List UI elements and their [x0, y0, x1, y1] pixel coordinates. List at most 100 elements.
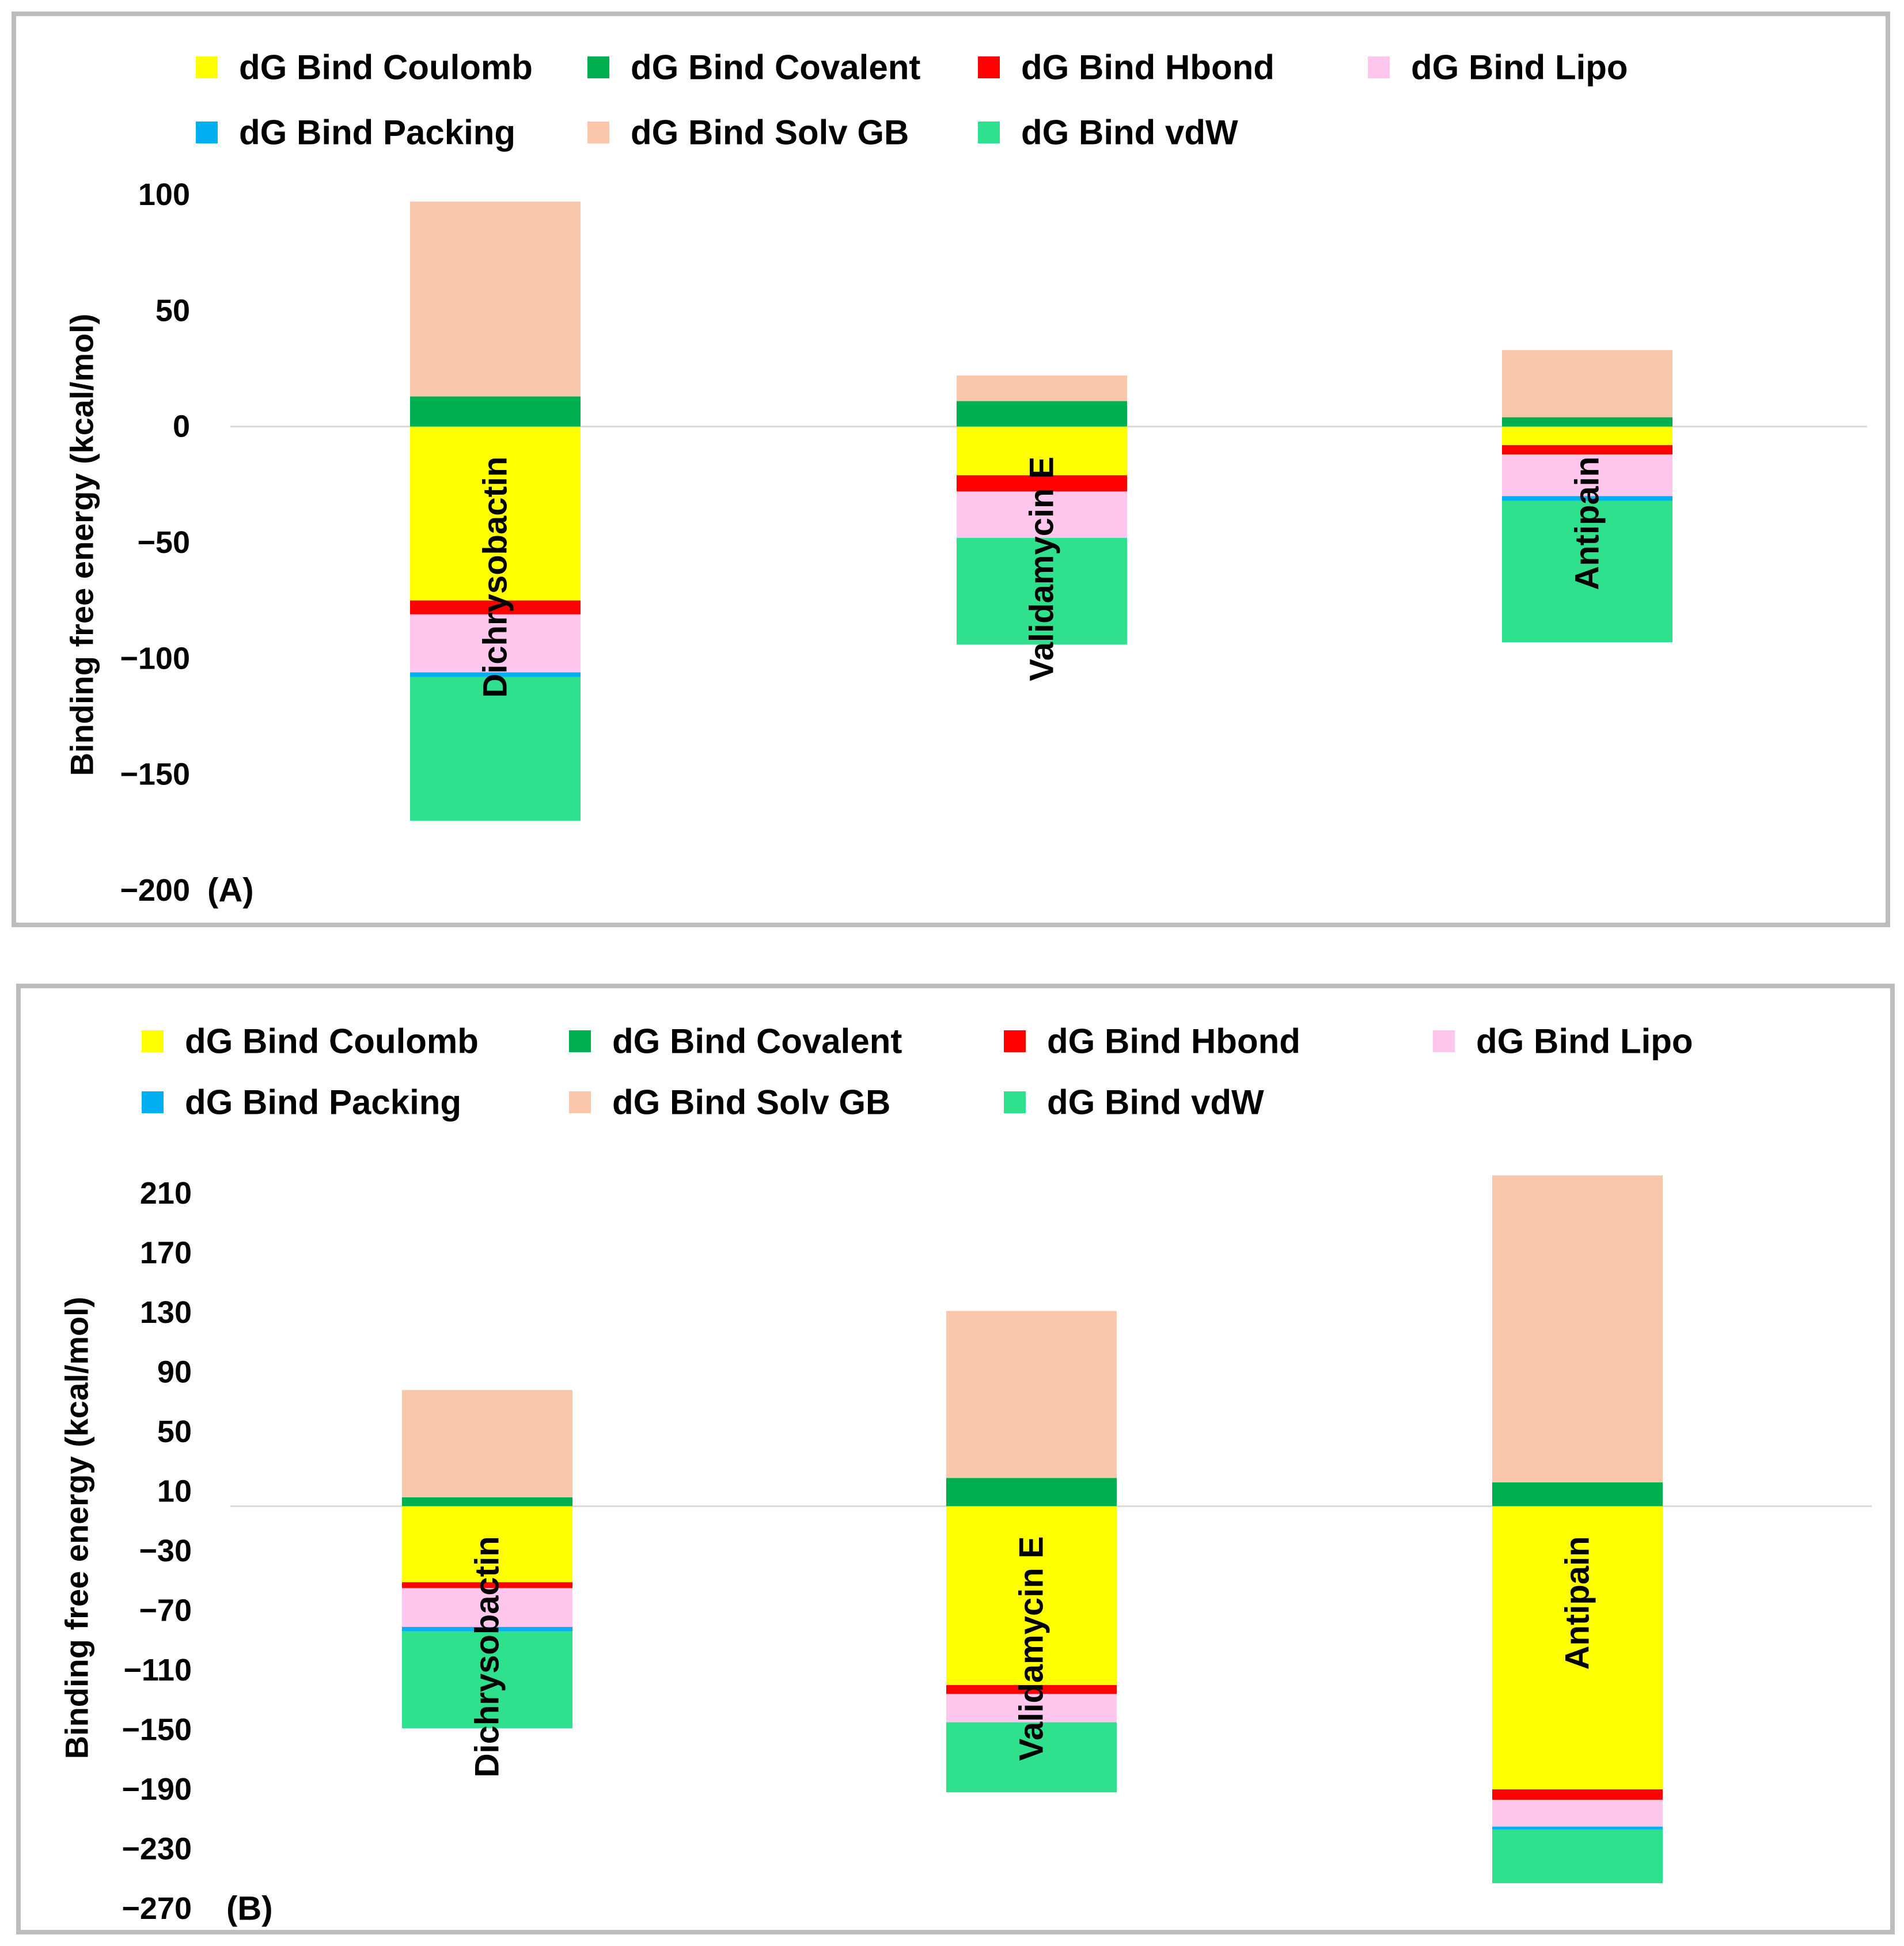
- category-label-antipain: Antipain: [1559, 1536, 1596, 1670]
- legend-swatch: [142, 1030, 164, 1052]
- bar-segment-validamycin-e-dg-bind-hbond: [957, 475, 1127, 492]
- bar-segment-antipain-dg-bind-covalent: [1492, 1482, 1663, 1507]
- legend-item-dg-bind-packing: dG Bind Packing: [196, 113, 515, 152]
- y-tick-label: 210: [140, 1176, 192, 1211]
- legend-label: dG Bind Covalent: [631, 48, 920, 87]
- bar-segment-dichrysobactin-dg-bind-vdw: [402, 1631, 572, 1728]
- legend-label: dG Bind Covalent: [612, 1022, 902, 1061]
- y-axis-label: Binding free energy (kcal/mol): [59, 1297, 95, 1759]
- legend-item-dg-bind-covalent: dG Bind Covalent: [587, 48, 920, 87]
- bar-segment-dichrysobactin-dg-bind-hbond: [402, 1582, 572, 1588]
- y-tick-label: 100: [138, 177, 190, 212]
- bar-segment-antipain-dg-bind-lipo: [1492, 1800, 1663, 1827]
- bar-segment-antipain-dg-bind-lipo: [1502, 454, 1672, 496]
- legend-item-dg-bind-hbond: dG Bind Hbond: [978, 48, 1275, 87]
- legend-swatch: [978, 56, 1000, 78]
- y-tick-label: 50: [157, 1414, 192, 1449]
- y-tick-label: −100: [120, 641, 190, 676]
- bar-segment-dichrysobactin-dg-bind-packing: [402, 1626, 572, 1632]
- legend-swatch: [196, 122, 218, 143]
- legend-label: dG Bind vdW: [1047, 1083, 1264, 1122]
- y-tick-label: −30: [139, 1534, 192, 1568]
- y-tick-label: 170: [140, 1236, 192, 1270]
- bar-segment-antipain-dg-bind-coulomb: [1502, 426, 1672, 445]
- chart-a-svg: dG Bind Coulomb dG Bind Covalent dG Bind H…: [64, 48, 1867, 909]
- bar-segment-dichrysobactin-dg-bind-lipo: [410, 614, 581, 673]
- y-tick-label: −200: [120, 873, 190, 908]
- bar-segment-dichrysobactin-dg-bind-lipo: [402, 1588, 572, 1627]
- legend-swatch: [1004, 1091, 1026, 1113]
- bar-segment-antipain-dg-bind-solv-gb: [1502, 350, 1672, 418]
- bar-segment-antipain-dg-bind-coulomb: [1492, 1506, 1663, 1789]
- legend-label: dG Bind Solv GB: [612, 1083, 890, 1122]
- legend-item-dg-bind-solv-gb: dG Bind Solv GB: [569, 1083, 890, 1122]
- y-tick-label: 50: [155, 293, 190, 328]
- chart-panel-b: dG Bind Coulomb dG Bind Covalent dG Bind H…: [16, 984, 1895, 1934]
- legend-swatch: [196, 56, 218, 78]
- chart-panel-a: dG Bind Coulomb dG Bind Covalent dG Bind H…: [12, 12, 1890, 927]
- legend-item-dg-bind-solv-gb: dG Bind Solv GB: [587, 113, 909, 152]
- legend-swatch: [569, 1091, 591, 1113]
- bar-segment-dichrysobactin-dg-bind-hbond: [410, 600, 581, 614]
- legend-label: dG Bind Coulomb: [185, 1022, 479, 1061]
- bar-segment-antipain-dg-bind-packing: [1502, 496, 1672, 501]
- category-label-validamycin-e: Validamycin E: [1023, 457, 1061, 681]
- bar-segment-validamycin-e-dg-bind-vdw: [957, 537, 1127, 645]
- legend-swatch: [1433, 1030, 1455, 1052]
- legend-item-dg-bind-lipo: dG Bind Lipo: [1433, 1022, 1693, 1061]
- y-tick-label: −270: [122, 1891, 192, 1926]
- bar-segment-validamycin-e-dg-bind-solv-gb: [957, 375, 1127, 401]
- bar-segment-dichrysobactin-dg-bind-vdw: [410, 677, 581, 821]
- legend-item-dg-bind-hbond: dG Bind Hbond: [1004, 1022, 1300, 1061]
- bar-segment-validamycin-e-dg-bind-covalent: [946, 1478, 1117, 1507]
- bar-segment-antipain-dg-bind-packing: [1492, 1826, 1663, 1830]
- category-label-antipain: Antipain: [1569, 457, 1606, 590]
- y-tick-label: −70: [139, 1594, 192, 1628]
- category-label-dichrysobactin: Dichrysobactin: [477, 457, 514, 698]
- bar-segment-validamycin-e-dg-bind-vdw: [946, 1722, 1117, 1793]
- legend-swatch: [587, 122, 609, 143]
- category-label-validamycin-e: Validamycin E: [1013, 1536, 1050, 1761]
- bar-segment-dichrysobactin-dg-bind-covalent: [402, 1497, 572, 1507]
- y-axis-label: Binding free energy (kcal/mol): [64, 314, 100, 776]
- legend-swatch: [1368, 56, 1390, 78]
- bar-segment-validamycin-e-dg-bind-hbond: [946, 1685, 1117, 1694]
- legend-label: dG Bind Packing: [185, 1083, 461, 1122]
- legend-item-dg-bind-covalent: dG Bind Covalent: [569, 1022, 902, 1061]
- bar-segment-dichrysobactin-dg-bind-solv-gb: [402, 1390, 572, 1497]
- legend-swatch: [1004, 1030, 1026, 1052]
- bar-segment-antipain-dg-bind-hbond: [1502, 445, 1672, 454]
- bar-segment-antipain-dg-bind-covalent: [1502, 417, 1672, 427]
- y-tick-label: −230: [122, 1832, 192, 1867]
- legend-item-dg-bind-coulomb: dG Bind Coulomb: [142, 1022, 479, 1061]
- y-tick-label: 0: [173, 409, 190, 444]
- bar-segment-validamycin-e-dg-bind-solv-gb: [946, 1311, 1117, 1478]
- y-tick-label: −190: [122, 1772, 192, 1807]
- y-tick-label: 10: [157, 1474, 192, 1509]
- y-tick-label: −110: [123, 1653, 192, 1687]
- bar-segment-antipain-dg-bind-solv-gb: [1492, 1175, 1663, 1482]
- legend-label: dG Bind Coulomb: [239, 48, 533, 87]
- legend-label: dG Bind Packing: [239, 113, 515, 152]
- bar-segment-dichrysobactin-dg-bind-packing: [410, 672, 581, 677]
- bar-segment-antipain-dg-bind-vdw: [1502, 500, 1672, 643]
- legend-label: dG Bind Hbond: [1021, 48, 1275, 87]
- legend-item-dg-bind-vdw: dG Bind vdW: [978, 113, 1238, 152]
- legend-swatch: [142, 1091, 164, 1113]
- legend-label: dG Bind vdW: [1021, 113, 1238, 152]
- category-label-dichrysobactin: Dichrysobactin: [469, 1536, 506, 1777]
- bar-segment-antipain-dg-bind-hbond: [1492, 1789, 1663, 1800]
- legend-swatch: [569, 1030, 591, 1052]
- bar-segment-dichrysobactin-dg-bind-covalent: [410, 396, 581, 427]
- legend-item-dg-bind-vdw: dG Bind vdW: [1004, 1083, 1264, 1122]
- legend-item-dg-bind-lipo: dG Bind Lipo: [1368, 48, 1628, 87]
- bar-segment-validamycin-e-dg-bind-coulomb: [957, 426, 1127, 476]
- bar-segment-validamycin-e-dg-bind-lipo: [946, 1694, 1117, 1723]
- bar-segment-dichrysobactin-dg-bind-solv-gb: [410, 202, 581, 397]
- panel-label: (B): [226, 1890, 273, 1928]
- legend-label: dG Bind Lipo: [1411, 48, 1628, 87]
- legend-swatch: [587, 56, 609, 78]
- y-tick-label: 130: [140, 1295, 192, 1330]
- y-tick-label: −50: [137, 525, 190, 560]
- y-tick-label: 90: [157, 1355, 192, 1390]
